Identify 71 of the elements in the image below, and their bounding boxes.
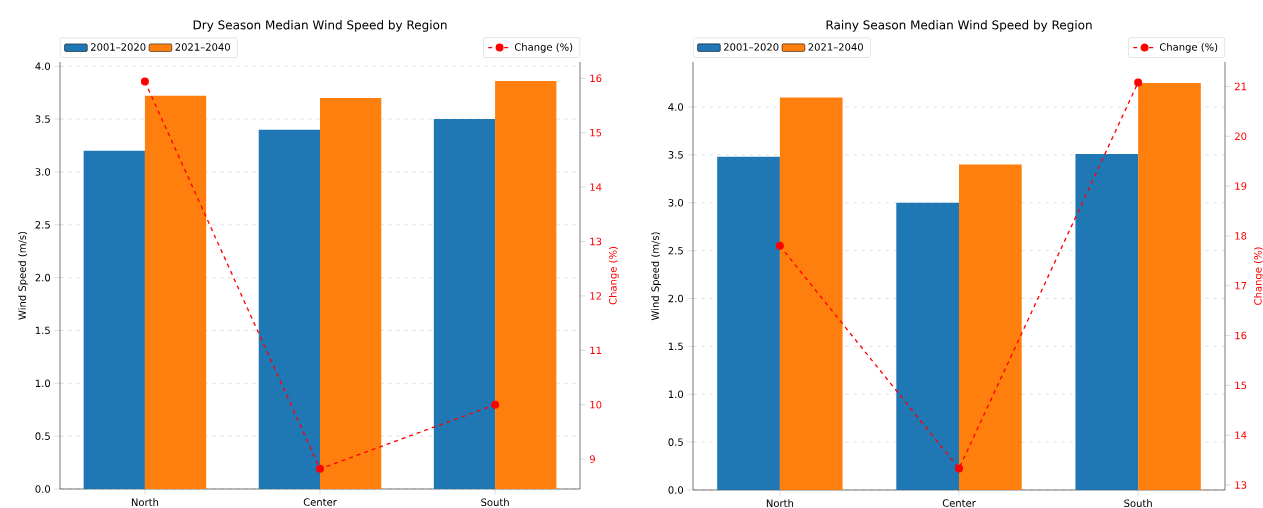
x-tick-label: North	[766, 499, 794, 508]
point	[775, 241, 784, 250]
legend-label: 2001–2020	[90, 43, 146, 51]
legend-label: Change (%)	[1159, 43, 1218, 53]
y-tick-label: 2.5	[35, 220, 50, 229]
y-tick-label: 1.0	[35, 379, 51, 388]
point	[955, 464, 964, 473]
y2-tick-label: 12	[590, 292, 602, 300]
bar	[896, 202, 960, 490]
legend-label: 2001–2020	[723, 43, 779, 51]
y-tick-label: 1.5	[35, 326, 50, 335]
y-tick-label: 0.5	[35, 432, 50, 440]
y2-tick-label: 16	[590, 74, 602, 83]
legend-label: 2021–2040	[808, 43, 863, 51]
y2-tick-label: 16	[1235, 331, 1247, 340]
y2-tick-label: 14	[590, 183, 602, 191]
y2-tick-label: 19	[1235, 182, 1247, 190]
y-axis-title: Wind Speed (m/s)	[651, 232, 661, 321]
bar	[320, 97, 382, 489]
y-tick-label: 2.5	[668, 246, 683, 255]
y2-tick-label: 9	[589, 455, 595, 463]
y2-tick-label: 21	[1235, 82, 1247, 91]
y-tick-label: 3.5	[35, 115, 50, 123]
y2-tick-label: 20	[1235, 132, 1247, 141]
y-tick-label: 3.0	[668, 198, 684, 207]
point	[1134, 78, 1143, 87]
x-tick-label: Center	[942, 499, 976, 507]
bar	[433, 119, 496, 489]
y2-tick-label: 11	[590, 346, 602, 354]
bar	[258, 129, 321, 489]
point	[316, 464, 325, 473]
bar	[495, 81, 557, 489]
y-tick-label: 0.0	[668, 486, 684, 494]
y2-tick-label: 17	[1235, 282, 1247, 290]
bar	[144, 95, 207, 489]
point	[491, 400, 500, 409]
legend-label: 2021–2040	[175, 43, 230, 51]
y-tick-label: 1.5	[668, 342, 683, 351]
y-tick-label: 4.0	[668, 103, 684, 111]
bar	[1138, 83, 1201, 490]
y2-tick-label: 18	[1235, 232, 1247, 240]
x-tick-label: South	[1124, 499, 1152, 508]
bar	[959, 164, 1022, 490]
y-tick-label: 2.0	[35, 273, 51, 282]
y2-tick-label: 15	[1235, 381, 1247, 390]
y-tick-label: 1.0	[668, 390, 684, 399]
bar	[779, 97, 843, 490]
bar	[83, 150, 145, 489]
y-tick-label: 3.5	[668, 151, 683, 159]
y2-tick-label: 10	[590, 400, 602, 409]
point	[140, 77, 149, 86]
y2-tick-label: 15	[590, 129, 602, 137]
x-tick-label: South	[481, 498, 509, 507]
y2-axis-title: Change (%)	[1253, 247, 1263, 305]
y2-tick-label: 13	[1235, 481, 1247, 489]
y-tick-label: 4.0	[35, 62, 51, 71]
y2-axis-title: Change (%)	[608, 246, 619, 305]
x-tick-label: North	[131, 498, 159, 507]
y-tick-label: 3.0	[35, 168, 51, 176]
bar	[1075, 153, 1139, 490]
bar	[717, 156, 780, 490]
x-tick-label: Center	[303, 498, 337, 506]
chart-title: Rainy Season Median Wind Speed by Region	[826, 20, 1092, 32]
y-tick-label: 0.5	[668, 438, 683, 446]
y-tick-label: 0.0	[35, 485, 51, 493]
y-axis-title: Wind Speed (m/s)	[18, 231, 28, 320]
legend-label: Change (%)	[514, 43, 573, 53]
y2-tick-label: 14	[1235, 431, 1247, 439]
y2-tick-label: 13	[590, 237, 602, 246]
chart-title: Dry Season Median Wind Speed by Region	[193, 20, 447, 32]
y-tick-label: 2.0	[668, 294, 684, 303]
